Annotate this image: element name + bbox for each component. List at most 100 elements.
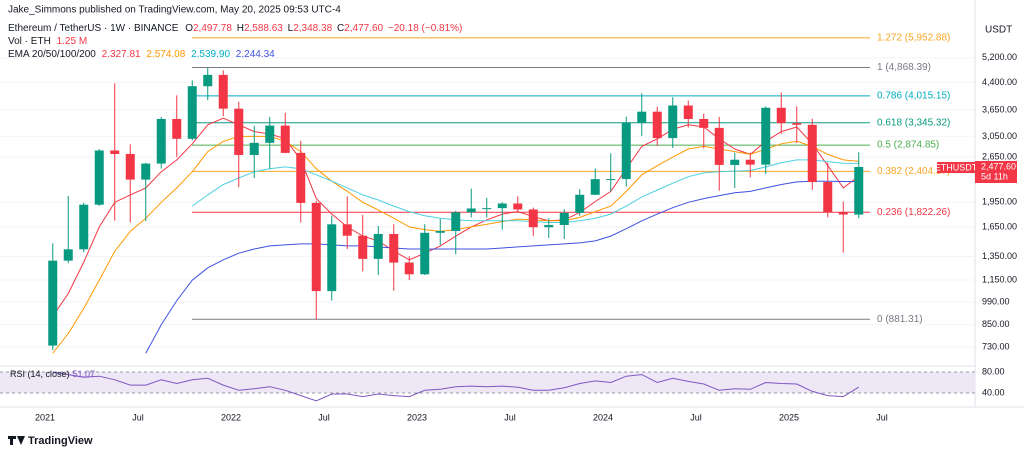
candle-body: [156, 118, 166, 164]
ohlc-key: O: [185, 23, 193, 34]
candle-body: [482, 208, 492, 210]
candle-body: [342, 224, 352, 236]
candle-body: [218, 74, 228, 109]
fib-label: 1 (4,868.39): [877, 62, 931, 73]
candle-body: [389, 234, 399, 263]
x-tick-label: 2022: [221, 412, 241, 422]
legend-ema: EMA 20/50/100/200 2,327.81 2,574.08 2,53…: [8, 49, 275, 60]
candle-body: [637, 111, 647, 124]
candle-body: [714, 127, 724, 165]
y-tick-label: 3,650.00: [982, 104, 1017, 114]
ema-label: EMA 20/50/100/200: [8, 49, 96, 60]
candle-body: [94, 150, 104, 205]
x-tick-label: 2021: [35, 412, 55, 422]
candle-body: [730, 159, 740, 165]
candle-body: [807, 124, 817, 183]
logo: TradingView: [28, 435, 93, 447]
candle-body: [513, 203, 523, 210]
fib-label: 0.236 (1,822.26): [877, 207, 950, 218]
candle-body: [311, 202, 321, 292]
candle-body: [187, 86, 197, 139]
candle-body: [234, 108, 244, 156]
candle-body: [497, 203, 507, 209]
candle-body: [745, 159, 755, 165]
rsi-tick-label: 40.00: [982, 387, 1005, 397]
ema-value: 2,539.90: [191, 49, 230, 60]
candle-body: [404, 262, 414, 275]
candle-body: [668, 105, 678, 139]
ohlc-key: L: [288, 23, 294, 34]
plot: 5,200.00 4,400.00 3,650.00 3,050.00 2,650.00…: [0, 33, 1017, 422]
candle-body: [776, 107, 786, 124]
candle-body: [125, 153, 135, 180]
y-tick-label: 5,200.00: [982, 52, 1017, 62]
candle-body: [528, 209, 538, 228]
candle-body: [172, 118, 182, 139]
candle-body: [792, 123, 802, 125]
legend-ohlc: Ethereum / TetherUS · 1W · BINANCE O2,49…: [8, 23, 462, 34]
candle-body: [559, 212, 569, 226]
fib-label: 1.272 (5,952.88): [877, 33, 950, 44]
ohlc-value: 2,497.78: [193, 23, 232, 34]
candle-body: [451, 212, 461, 231]
price-tag: 2,477.60: [981, 161, 1016, 171]
y-tick-label: 3,050.00: [982, 131, 1017, 141]
candle-body: [358, 235, 368, 259]
candle-body: [838, 212, 848, 215]
candle-body: [327, 224, 337, 292]
symbol: Ethereum / TetherUS · 1W · BINANCE: [8, 23, 179, 34]
candle-body: [63, 249, 73, 261]
countdown: 5d 11h: [981, 171, 1008, 181]
rsi-value: 51.07: [73, 369, 96, 379]
candle-body: [683, 105, 693, 119]
ohlc-value: 2,477.60: [344, 23, 383, 34]
candle-body: [79, 204, 89, 250]
candle-body: [621, 123, 631, 180]
x-tick-label: 2024: [593, 412, 613, 422]
ohlc-key: H: [237, 23, 244, 34]
fib-label: 0.5 (2,874.85): [877, 140, 939, 151]
y-tick-label: 850.00: [982, 319, 1010, 329]
rsi-name: RSI (14, close): [10, 369, 70, 379]
y-tick-label: 2,650.00: [982, 151, 1017, 161]
x-tick-label: Jul: [318, 412, 330, 422]
candle-body: [575, 194, 585, 213]
candle-body: [420, 232, 430, 275]
y-tick-label: 4,400.00: [982, 77, 1017, 87]
x-tick-label: 2025: [779, 412, 799, 422]
candle-body: [854, 167, 864, 215]
y-tick-label: 990.00: [982, 296, 1010, 306]
candle-body: [761, 107, 771, 165]
rsi-line: [52, 371, 860, 402]
legend-volume: Vol · ETH 1.25 M: [8, 36, 87, 47]
volume-value: 1.25 M: [57, 36, 88, 47]
fib-label: 0.618 (3,345.32): [877, 117, 950, 128]
candle-body: [48, 260, 58, 346]
candle-body: [280, 125, 290, 153]
x-tick-label: 2023: [407, 412, 427, 422]
candle-body: [590, 179, 600, 195]
candle-body: [141, 163, 151, 180]
ema-value: 2,327.81: [102, 49, 141, 60]
y-tick-label: 1,950.00: [982, 197, 1017, 207]
y-tick-label: 1,650.00: [982, 221, 1017, 231]
rsi-tick-label: 80.00: [982, 366, 1005, 376]
ohlc-value: 2,348.38: [293, 23, 332, 34]
ema-line: [145, 180, 859, 354]
ohlc-key: C: [337, 23, 344, 34]
ema-value: 2,244.34: [236, 49, 275, 60]
y-tick-label: 1,150.00: [982, 274, 1017, 284]
ema-line: [192, 159, 859, 223]
ohlc-value: 2,588.63: [244, 23, 283, 34]
rsi-band: [0, 371, 975, 393]
candle-body: [823, 182, 833, 213]
candle-body: [606, 179, 616, 181]
candle-body: [373, 234, 383, 259]
x-tick-label: Jul: [876, 412, 888, 422]
candle-body: [544, 225, 554, 228]
candle-body: [203, 74, 213, 87]
y-tick-label: 730.00: [982, 341, 1010, 351]
fib-label: 0.382 (2,404.37): [877, 166, 950, 177]
candle-body: [699, 118, 709, 128]
